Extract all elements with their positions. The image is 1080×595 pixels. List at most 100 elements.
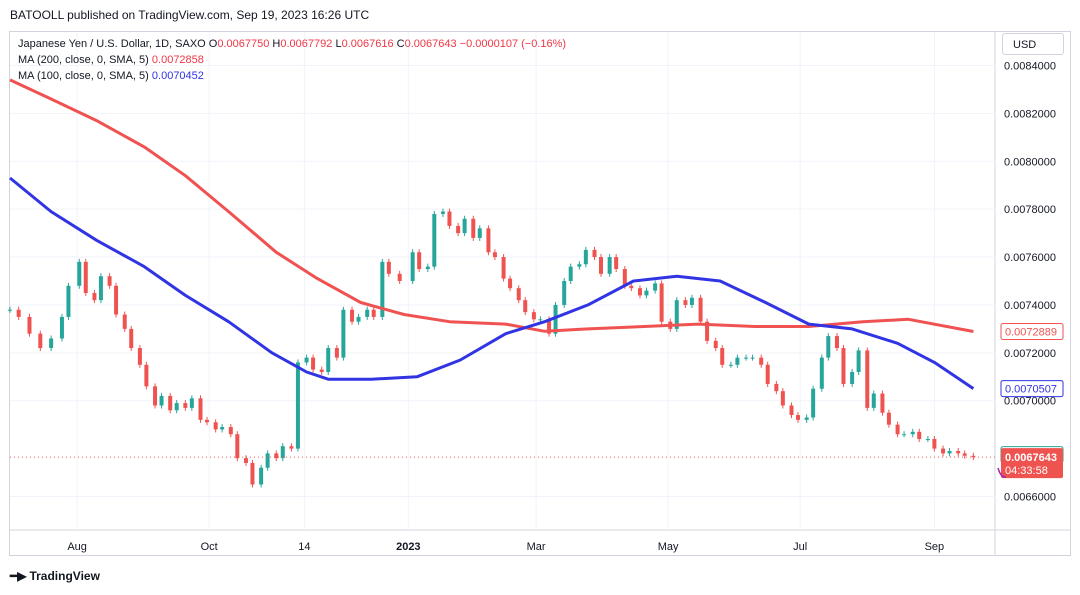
legend-ma200-value: 0.0072858 <box>151 54 204 66</box>
candle-body <box>850 371 855 384</box>
x-tick-label: 2023 <box>396 541 420 553</box>
candle-body <box>523 300 528 313</box>
candle-body <box>410 252 415 281</box>
candle-body <box>280 446 285 459</box>
candle-body <box>168 395 173 411</box>
candle-body <box>592 249 597 258</box>
candle-body <box>213 422 218 430</box>
candle-body <box>371 309 376 317</box>
candle-body <box>365 309 370 317</box>
candle-body <box>380 261 385 317</box>
y-tick-label: 0.0076000 <box>1004 252 1056 264</box>
candle-body <box>356 316 361 322</box>
candle-body <box>971 455 976 458</box>
ma200-line[interactable] <box>9 78 974 333</box>
candle-body <box>259 467 264 485</box>
legend-high: 0.0067792 <box>280 38 333 50</box>
candle-body <box>397 273 402 281</box>
candle-body <box>599 257 603 274</box>
candle-body <box>114 285 119 315</box>
candle-body <box>129 328 134 349</box>
candle-body <box>614 257 619 270</box>
y-tick-label: 0.0078000 <box>1004 204 1056 216</box>
currency-button[interactable]: USD <box>1002 33 1064 55</box>
candle-body <box>334 348 339 358</box>
ma200-tag-bg <box>1000 323 1064 341</box>
candle-body <box>925 439 930 441</box>
tradingview-logo[interactable]: ━▶ TradingView <box>10 569 100 583</box>
y-tick-label: 0.0082000 <box>1004 108 1056 120</box>
x-tick-label: May <box>658 541 679 553</box>
scroll-indicator-icon[interactable] <box>997 467 1007 478</box>
tradingview-logo-icon: ━▶ <box>10 569 27 583</box>
tradingview-brand: TradingView <box>29 569 100 583</box>
candle-body <box>956 450 961 454</box>
candle-body <box>341 309 346 358</box>
candle-body <box>765 364 770 384</box>
candle-body <box>713 340 718 349</box>
candle-body <box>728 364 733 366</box>
last-price-tag-bg <box>1001 448 1063 479</box>
candle-body <box>538 319 543 321</box>
candle-body <box>198 398 203 420</box>
candle-body <box>553 304 558 334</box>
candle-body <box>531 312 536 320</box>
candle-body <box>780 391 785 406</box>
ma200-tag-text: 0.0072889 <box>1005 327 1057 339</box>
legend-ma100-row[interactable]: MA (100, close, 0, SMA, 5) 0.0070452 <box>18 68 566 84</box>
candle-body <box>744 357 749 359</box>
candle-body <box>350 309 355 322</box>
candle-body <box>205 419 209 423</box>
candle-body <box>274 453 279 459</box>
candle-body <box>720 348 725 365</box>
candle-body <box>689 297 694 305</box>
legend-ma200-row[interactable]: MA (200, close, 0, SMA, 5) 0.0072858 <box>18 52 566 68</box>
candle-body <box>159 395 164 406</box>
candle-body <box>577 264 582 267</box>
candle-body <box>826 336 831 358</box>
candle-body <box>122 314 127 329</box>
candle-body <box>235 434 240 459</box>
y-tick-label: 0.0074000 <box>1004 300 1056 312</box>
legend-ma100-label: MA (100, close, 0, SMA, 5) <box>18 70 149 82</box>
candle-body <box>910 431 915 435</box>
candle-body <box>432 213 437 267</box>
candle-body <box>629 285 634 289</box>
ma100-tag-bg <box>1000 380 1064 398</box>
candle-body <box>804 417 809 420</box>
candle-body <box>49 338 54 349</box>
candle-body <box>508 278 513 289</box>
candle-body <box>607 257 612 274</box>
last-price-tag-text: 0.0067643 <box>1005 452 1057 464</box>
candle-body <box>66 285 71 317</box>
x-tick-label: 14 <box>298 541 310 553</box>
candle-body <box>856 350 861 372</box>
y-tick-label: 0.0084000 <box>1004 61 1056 73</box>
candle-body <box>501 257 506 279</box>
candle-body <box>674 300 679 329</box>
legend-low: 0.0067616 <box>341 38 394 50</box>
candle-body <box>456 225 461 234</box>
candle-body <box>902 434 907 436</box>
candle-body <box>932 439 937 449</box>
ma100-tag-text: 0.0070507 <box>1005 384 1057 396</box>
candle-body <box>16 309 21 317</box>
x-tick-label: Sep <box>925 541 945 553</box>
chart-frame <box>9 31 1071 556</box>
legend-symbol[interactable]: Japanese Yen / U.S. Dollar, 1D, SAXO <box>18 38 206 50</box>
candle-body <box>243 458 248 463</box>
candle-body <box>304 357 309 363</box>
candle-body <box>941 448 946 454</box>
ma100-line[interactable] <box>9 176 975 390</box>
candle-body <box>8 309 12 311</box>
candle-body <box>895 424 900 435</box>
candle-body <box>289 446 294 449</box>
candle-body <box>417 252 422 270</box>
y-tick-label: 0.0070000 <box>1004 396 1056 408</box>
candle-body <box>440 211 445 214</box>
candle-body <box>811 388 816 418</box>
candle-body <box>265 453 270 468</box>
candle-body <box>683 300 688 305</box>
x-tick-label: Oct <box>201 541 218 553</box>
